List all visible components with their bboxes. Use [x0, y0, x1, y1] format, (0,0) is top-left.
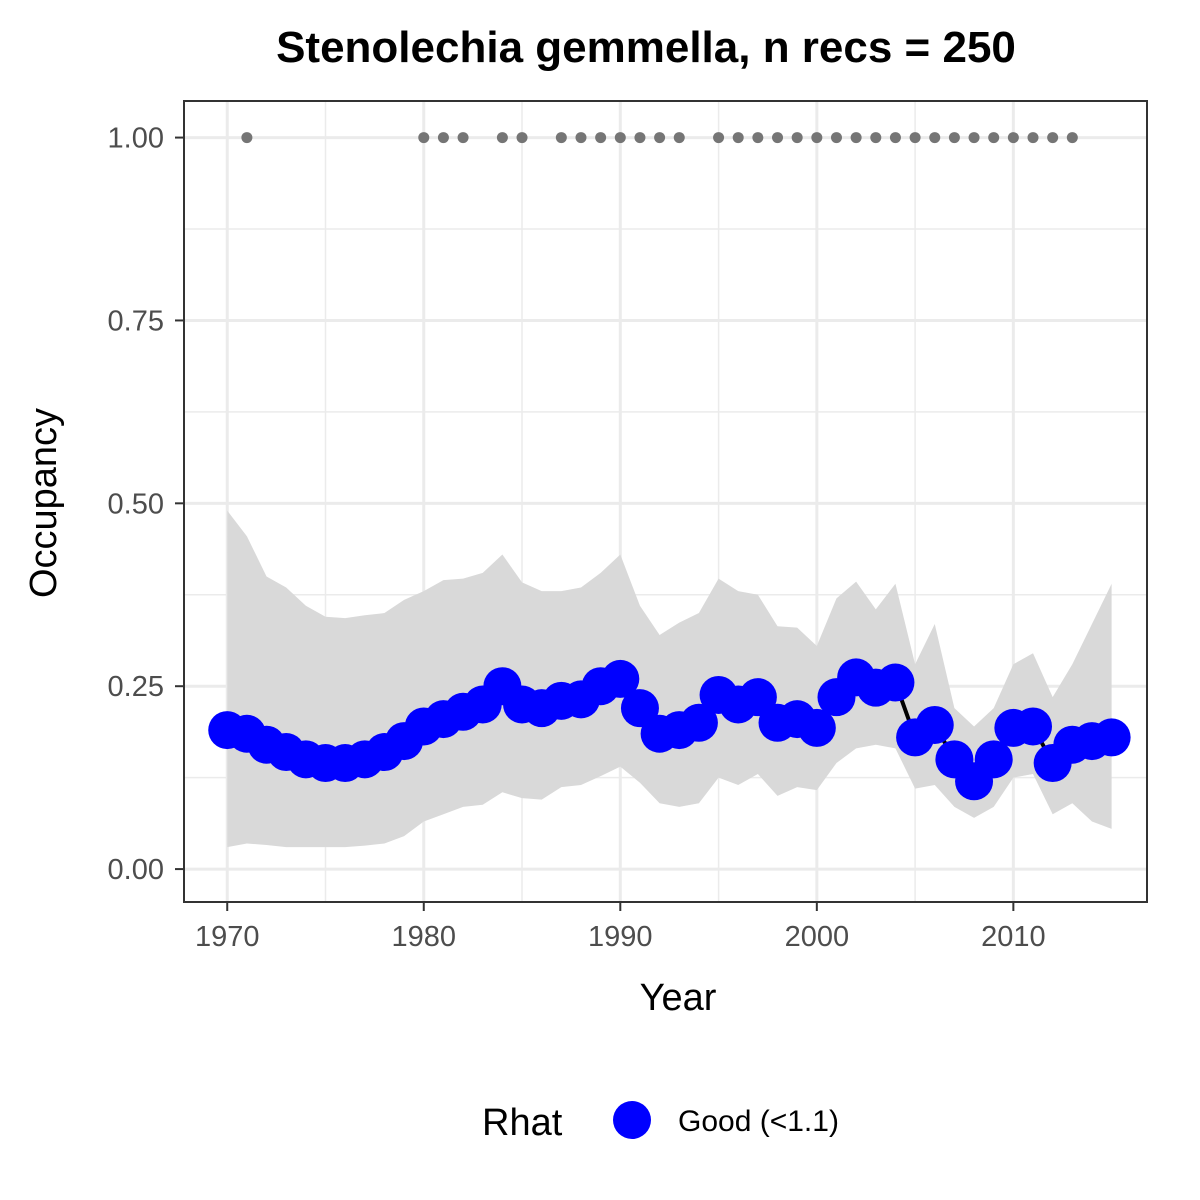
occupancy-point	[1092, 718, 1131, 757]
record-point	[988, 132, 1000, 144]
record-point	[830, 132, 842, 144]
record-point	[850, 132, 862, 144]
record-point	[614, 132, 626, 144]
record-point	[516, 132, 528, 144]
record-point	[1007, 132, 1019, 144]
confidence-ribbon-layer	[227, 510, 1112, 848]
occupancy-point	[1014, 707, 1053, 746]
record-point	[948, 132, 960, 144]
legend-key-good	[613, 1101, 651, 1139]
record-point	[555, 132, 567, 144]
occupancy-point	[915, 705, 954, 744]
occupancy-point	[974, 740, 1013, 779]
record-point	[811, 132, 823, 144]
panel-border	[183, 100, 1148, 903]
record-point	[654, 132, 666, 144]
occupancy-points-layer	[208, 658, 1131, 801]
record-point	[595, 132, 607, 144]
y-tick-label: 0.00	[108, 854, 164, 886]
record-point	[1047, 132, 1059, 144]
y-axis: 0.00 0.25 0.50 0.75 1.00	[108, 123, 184, 886]
record-point	[968, 132, 980, 144]
x-axis: 1970 1980 1990 2000 2010	[195, 902, 1046, 953]
y-axis-title: Occupancy	[23, 408, 65, 598]
record-point	[673, 132, 685, 144]
legend-label-good: Good (<1.1)	[678, 1105, 839, 1138]
y-tick-label: 0.50	[108, 488, 164, 520]
y-tick-label: 0.75	[108, 305, 164, 337]
occupancy-point	[797, 708, 836, 747]
record-point	[929, 132, 941, 144]
x-tick-label: 2000	[785, 921, 850, 953]
occupancy-point	[679, 703, 718, 742]
record-point	[752, 132, 764, 144]
record-point	[241, 132, 253, 144]
record-point	[889, 132, 901, 144]
record-point	[1066, 132, 1078, 144]
record-points-layer	[241, 132, 1078, 144]
record-point	[909, 132, 921, 144]
y-tick-label: 1.00	[108, 123, 164, 155]
x-tick-label: 1970	[195, 921, 260, 953]
legend: Rhat Good (<1.1)	[482, 1101, 839, 1144]
record-point	[575, 132, 587, 144]
record-point	[496, 132, 508, 144]
legend-title: Rhat	[482, 1102, 563, 1144]
record-point	[791, 132, 803, 144]
occupancy-point	[876, 663, 915, 702]
record-point	[772, 132, 784, 144]
confidence-ribbon	[227, 510, 1112, 848]
occupancy-point	[738, 678, 777, 717]
x-axis-title: Year	[640, 977, 717, 1019]
record-point	[732, 132, 744, 144]
x-tick-label: 1990	[588, 921, 653, 953]
occupancy-point	[601, 659, 640, 698]
x-tick-label: 1980	[392, 921, 457, 953]
y-tick-label: 0.25	[108, 671, 164, 703]
record-point	[418, 132, 430, 144]
record-point	[437, 132, 449, 144]
record-point	[1027, 132, 1039, 144]
occupancy-point	[620, 689, 659, 728]
chart-title: Stenolechia gemmella, n recs = 250	[276, 23, 1016, 72]
record-point	[634, 132, 646, 144]
record-point	[870, 132, 882, 144]
x-tick-label: 2010	[981, 921, 1046, 953]
record-point	[713, 132, 725, 144]
record-point	[457, 132, 469, 144]
